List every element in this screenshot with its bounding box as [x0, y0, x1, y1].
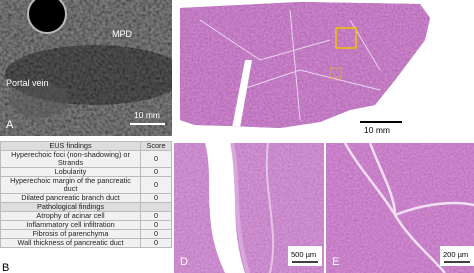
- table-cell: 0: [140, 238, 172, 248]
- panel-label: C: [185, 126, 193, 138]
- panel-label: B: [2, 262, 9, 273]
- annotation: MPD: [112, 29, 133, 39]
- histology-slide: [180, 2, 430, 128]
- scale-box: [440, 246, 474, 266]
- scale-label: 10 mm: [134, 110, 160, 120]
- table-cell: Wall thickness of pancreatic duct: [0, 238, 141, 248]
- scale-label: 500 µm: [291, 250, 316, 259]
- table-cell: 0: [140, 176, 172, 194]
- zoom-box: [329, 67, 342, 79]
- panel-label: E: [332, 256, 339, 268]
- panel-label: D: [180, 256, 188, 268]
- table-cell: 0: [140, 150, 172, 168]
- annotation: Portal vein: [6, 78, 49, 88]
- scale-box: [288, 246, 322, 266]
- scale-label: 10 mm: [364, 125, 390, 135]
- scale-label: 200 µm: [443, 250, 468, 259]
- table-row: Hyperechoic margin of the pancreatic duc…: [0, 176, 172, 194]
- table-cell: 0: [140, 167, 172, 177]
- zoom-box: [335, 27, 357, 49]
- table-row: Hyperechoic foci (non-shadowing) or Stra…: [0, 150, 172, 168]
- table-cell: 0: [140, 193, 172, 203]
- table-cell: Hyperechoic foci (non-shadowing) or Stra…: [0, 150, 141, 168]
- table-cell: Hyperechoic margin of the pancreatic duc…: [0, 176, 141, 194]
- findings-table: EUS findings Score Hyperechoic foci (non-s…: [0, 141, 172, 248]
- table-row: Wall thickness of pancreatic duct 0: [0, 238, 172, 248]
- header-cell: Score: [140, 141, 172, 151]
- ultrasound-image: [0, 0, 172, 136]
- panel-label: A: [6, 119, 14, 131]
